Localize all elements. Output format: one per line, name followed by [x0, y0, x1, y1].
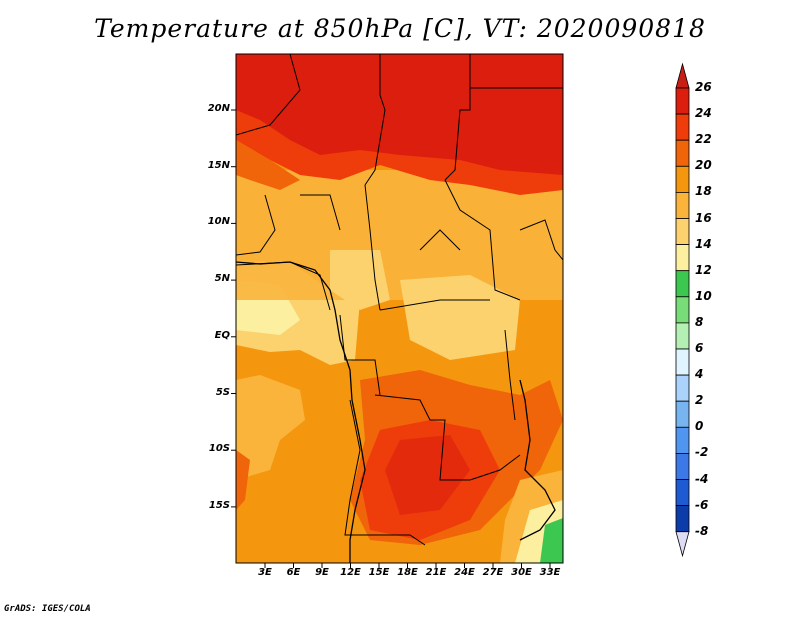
- colorbar-swatch: [675, 348, 690, 376]
- coastlines: [235, 261, 556, 563]
- lat-label: 20N: [207, 103, 230, 114]
- colorbar-label: 8: [695, 314, 704, 329]
- colorbar-label: 18: [695, 184, 712, 199]
- colorbar-swatch: [675, 165, 690, 193]
- colorbar-swatch: [675, 452, 690, 480]
- colorbar-over-triangle: [675, 62, 690, 89]
- colorbar-swatch: [675, 505, 690, 533]
- colorbar-swatch: [675, 322, 690, 350]
- map-title: Temperature at 850hPa [C], VT: 202009081…: [94, 14, 706, 43]
- lat-label: 15S: [208, 499, 230, 511]
- colorbar-label: -8: [695, 523, 709, 538]
- lat-label: 15N: [207, 159, 230, 171]
- lon-label: 12E: [340, 567, 361, 578]
- colorbar: [675, 62, 690, 558]
- lon-label: 9E: [315, 567, 329, 578]
- colorbar-label: -2: [695, 445, 709, 460]
- lon-label: 21E: [425, 567, 447, 578]
- lat-label: 10S: [208, 443, 230, 455]
- lon-label: 18E: [397, 567, 418, 578]
- colorbar-swatch: [675, 139, 690, 167]
- colorbar-label: 0: [695, 419, 704, 434]
- lon-label: 24E: [454, 567, 475, 578]
- map-frame: [235, 53, 564, 564]
- colorbar-label: 16: [695, 210, 712, 225]
- temperature-field: [236, 54, 563, 563]
- lon-label: 33E: [539, 567, 561, 578]
- colorbar-label: 24: [695, 106, 712, 121]
- colorbar-label: 20: [695, 158, 712, 173]
- colorbar-label: 14: [695, 236, 712, 251]
- lat-label: 5S: [215, 386, 230, 398]
- colorbar-swatch: [675, 113, 690, 141]
- colorbar-under-triangle: [675, 531, 690, 558]
- colorbar-label: 6: [695, 341, 704, 355]
- lat-label: EQ: [214, 329, 230, 341]
- lat-label: 10N: [207, 216, 230, 228]
- lat-label: 5N: [214, 273, 230, 285]
- lon-label: 15E: [368, 567, 390, 578]
- colorbar-swatch: [675, 296, 690, 324]
- colorbar-swatch: [675, 479, 690, 507]
- credit-text: GrADS: IGES/COLA: [4, 604, 91, 614]
- colorbar-swatch: [675, 218, 690, 246]
- colorbar-label: -6: [695, 497, 709, 512]
- colorbar-label: 22: [695, 132, 712, 147]
- colorbar-swatch: [675, 191, 690, 219]
- lon-label: 30E: [511, 567, 532, 578]
- colorbar-swatch: [675, 400, 690, 428]
- country-borders: [236, 54, 563, 546]
- colorbar-swatch: [675, 87, 690, 115]
- lon-label: 6E: [286, 567, 301, 578]
- colorbar-label: 10: [695, 288, 712, 303]
- colorbar-label: -4: [695, 471, 709, 486]
- colorbar-label: 12: [695, 262, 712, 277]
- colorbar-swatch: [675, 270, 690, 298]
- colorbar-label: 26: [695, 80, 712, 94]
- colorbar-label: 4: [695, 367, 704, 382]
- colorbar-swatch: [675, 244, 690, 272]
- lon-label: 27E: [482, 567, 504, 578]
- colorbar-swatch: [675, 374, 690, 402]
- colorbar-label: 2: [695, 393, 704, 408]
- lon-label: 3E: [258, 567, 272, 578]
- colorbar-swatch: [675, 426, 690, 454]
